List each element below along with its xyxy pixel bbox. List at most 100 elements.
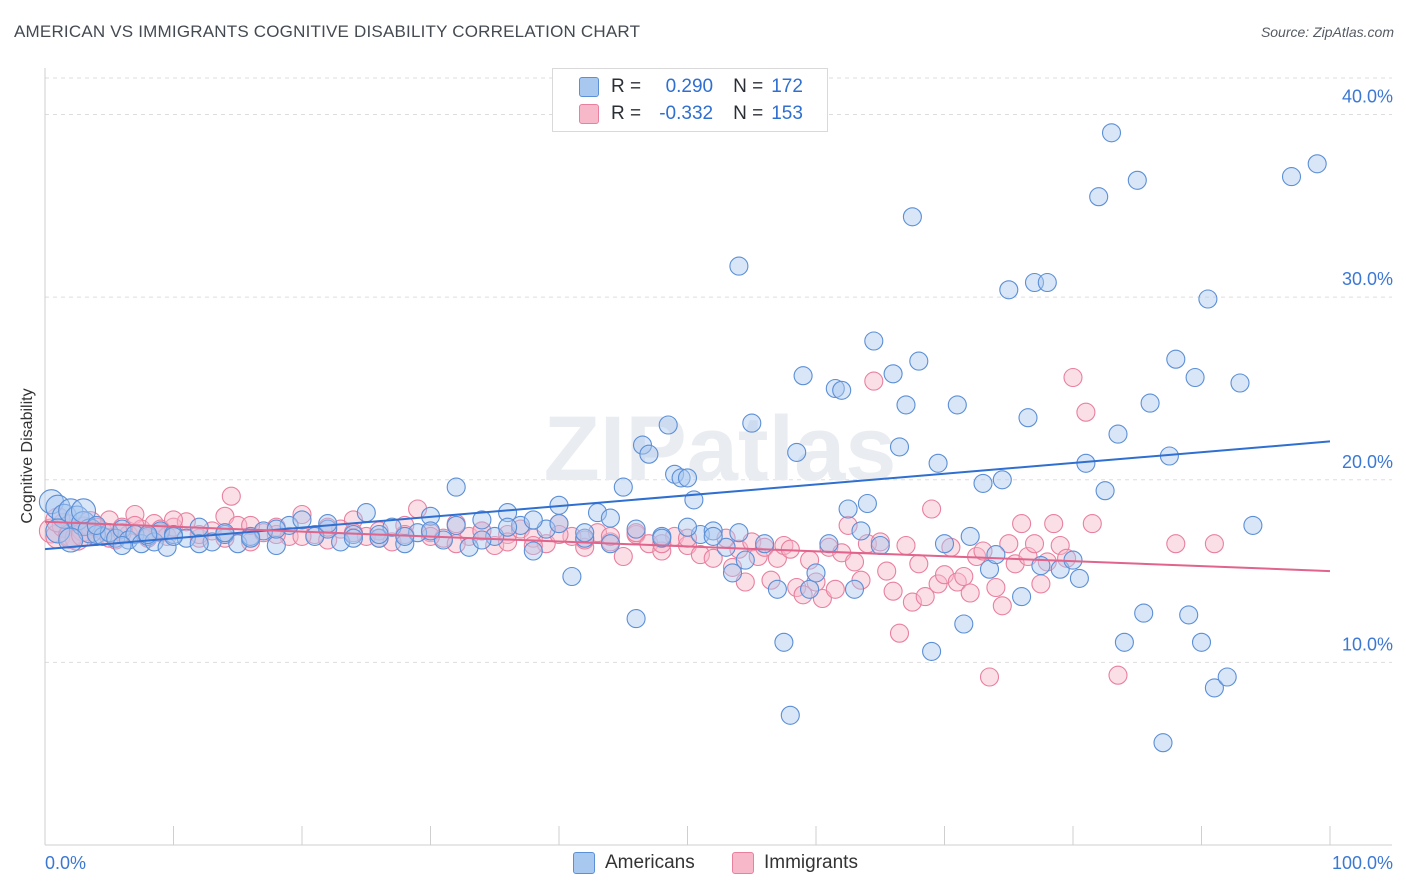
americans-point (934, 534, 955, 554)
immigrants-point (825, 579, 845, 599)
americans-point (928, 453, 948, 473)
americans-point (1108, 424, 1128, 444)
americans-point (844, 579, 865, 599)
immigrants-point (1108, 665, 1128, 685)
americans-point (825, 378, 845, 399)
americans-point (755, 534, 775, 554)
americans-point (986, 545, 1006, 565)
americans-point (1018, 408, 1038, 428)
americans-point (1037, 272, 1057, 293)
immigrants-point (844, 552, 865, 572)
americans-point (1281, 167, 1302, 187)
americans-point (1185, 367, 1205, 388)
americans-point (652, 528, 672, 548)
americans-point (864, 331, 884, 351)
immigrants-point (883, 581, 903, 601)
legend-r-label: R = (611, 103, 642, 124)
americans-point (665, 464, 685, 484)
americans-point (1134, 603, 1154, 623)
americans-point (1089, 187, 1109, 207)
x-tick-label: 100.0% (1332, 853, 1393, 873)
americans-point (626, 609, 646, 629)
immigrants-point (973, 541, 993, 561)
legend-label-immigrants: Immigrants (764, 852, 858, 873)
americans-point (1179, 605, 1199, 625)
immigrants-point (877, 561, 897, 581)
legend-r-label: R = (611, 76, 642, 97)
americans-point (947, 395, 967, 415)
americans-point (1243, 515, 1263, 535)
axes (44, 68, 1392, 846)
immigrants-point (902, 592, 922, 612)
americans-point (472, 510, 492, 530)
americans-point (838, 499, 858, 519)
immigrants-point (1012, 514, 1032, 534)
stats-legend: R = 0.290 N = 172 R = -0.332 N = 153 (552, 68, 828, 132)
legend-n-value: 172 (771, 76, 803, 97)
immigrants-point (549, 524, 569, 545)
trendlines (44, 440, 1331, 573)
americans-point (318, 514, 338, 534)
chart-title: AMERICAN VS IMMIGRANTS COGNITIVE DISABIL… (14, 22, 641, 41)
americans-point (1307, 154, 1327, 174)
americans-point (485, 526, 505, 546)
legend-r-value: -0.332 (659, 103, 714, 124)
americans-swatch (579, 77, 599, 97)
americans-point (1069, 568, 1089, 588)
immigrants-swatch (732, 852, 754, 874)
immigrants-point (954, 566, 974, 587)
immigrants-point (221, 486, 241, 506)
americans-point (292, 510, 312, 530)
americans-point (999, 280, 1019, 300)
legend-n-label: N = (733, 103, 764, 124)
americans-point (472, 530, 492, 550)
source-label: Source: ZipAtlas.com (1260, 24, 1394, 40)
americans-point (433, 530, 453, 550)
y-tick-label: 20.0% (1342, 452, 1393, 472)
immigrants-point (864, 371, 884, 391)
legend-label-americans: Americans (605, 852, 695, 873)
legend-n-value: 153 (771, 103, 803, 124)
americans-point (774, 632, 794, 652)
immigrants-point (163, 510, 184, 530)
americans-point (857, 493, 877, 514)
immigrants-point (986, 577, 1006, 598)
americans-point (889, 437, 910, 457)
legend-item-immigrants[interactable]: Immigrants (732, 852, 858, 874)
immigrants-swatch (579, 104, 599, 124)
immigrants-point (1166, 534, 1186, 554)
americans-point (1095, 481, 1115, 501)
americans-point (189, 534, 209, 554)
y-tick-label: 10.0% (1342, 634, 1393, 654)
americans-point (163, 526, 184, 546)
americans-point (703, 521, 723, 541)
americans-point (992, 470, 1012, 490)
americans-point (112, 535, 132, 556)
americans-point (973, 473, 993, 493)
legend-item-americans[interactable]: Americans (573, 852, 695, 874)
americans-trendline (44, 440, 1331, 551)
tick-labels: 10.0% 20.0% 30.0% 40.0% 0.0% 100.0% (45, 87, 1393, 873)
americans-point (806, 563, 826, 583)
immigrants-point (1063, 367, 1083, 388)
americans-point (1230, 373, 1250, 393)
americans-point (735, 550, 755, 570)
americans-point (1114, 632, 1134, 652)
americans-point (677, 468, 698, 488)
legend-r-value: 0.290 (665, 76, 714, 97)
americans-point (870, 535, 890, 556)
immigrants-point (1076, 402, 1096, 422)
americans-point (922, 641, 942, 661)
legend-row-americans: R = 0.290 N = 172 (579, 75, 803, 99)
y-tick-label: 30.0% (1342, 269, 1393, 289)
americans-point (600, 508, 620, 528)
x-tick-label: 0.0% (45, 853, 86, 873)
americans-swatch (573, 852, 595, 874)
americans-point (562, 566, 582, 587)
immigrants-point (652, 534, 672, 554)
legend-row-immigrants: R = -0.332 N = 153 (579, 102, 803, 126)
americans-point (902, 207, 922, 227)
americans-point (446, 477, 466, 497)
americans-point (266, 535, 286, 556)
